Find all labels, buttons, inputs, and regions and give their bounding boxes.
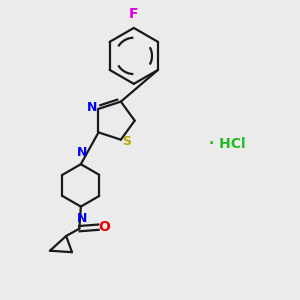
Text: · HCl: · HCl [209, 137, 245, 151]
Text: N: N [77, 146, 88, 159]
Text: O: O [98, 220, 110, 234]
Text: N: N [77, 212, 88, 225]
Text: F: F [129, 7, 139, 21]
Text: N: N [87, 101, 97, 114]
Text: S: S [122, 135, 131, 148]
